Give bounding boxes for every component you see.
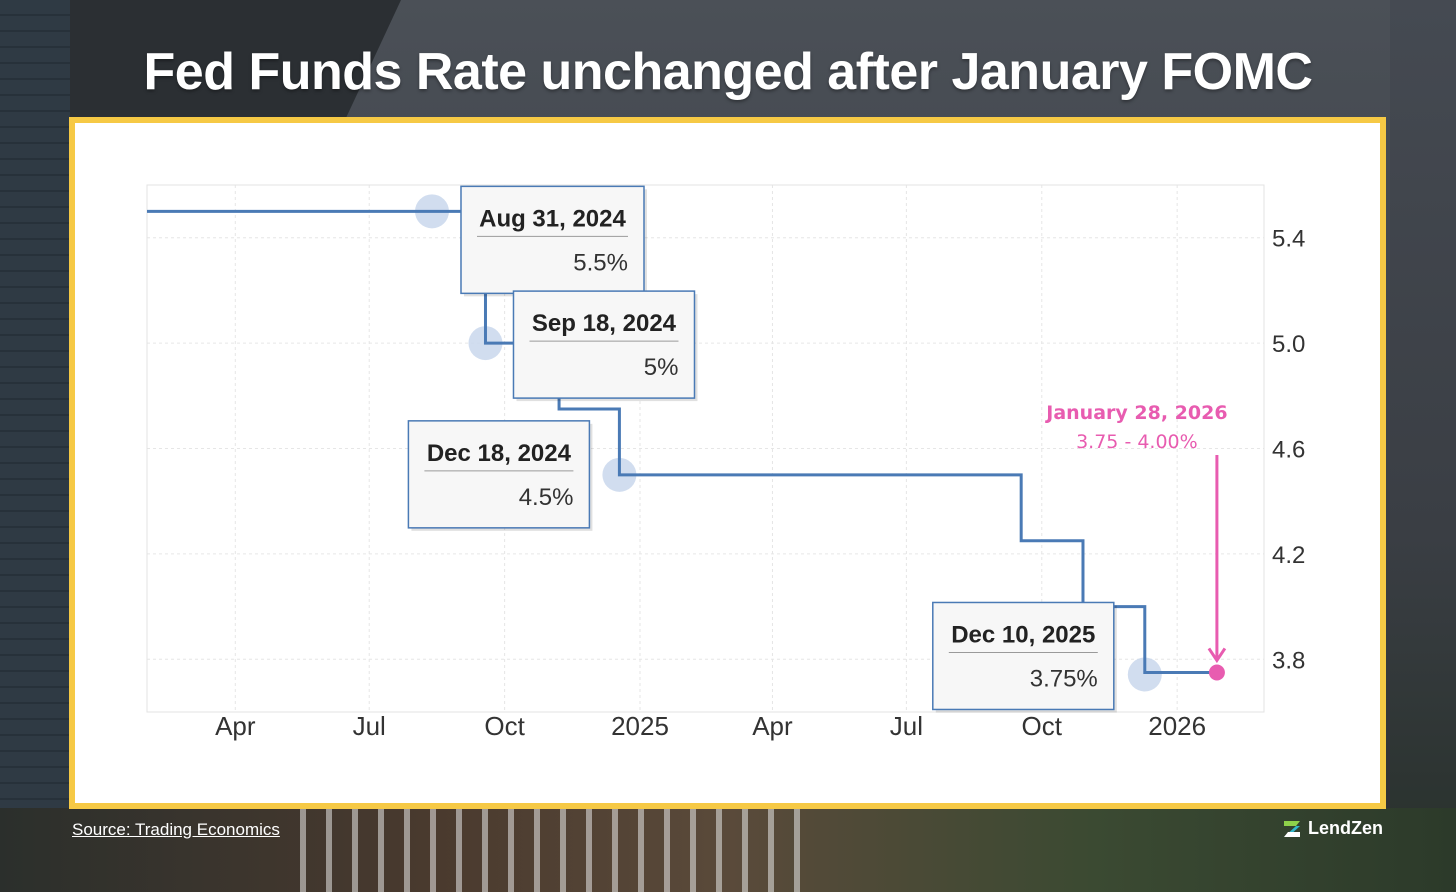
x-tick-label: 2025 (611, 711, 669, 741)
tooltip-date: Dec 10, 2025 (951, 621, 1095, 648)
hover-marker (1127, 657, 1162, 692)
x-tick-label: Apr (215, 711, 256, 741)
y-tick-label: 3.8 (1272, 647, 1305, 674)
y-tick-label: 4.2 (1272, 542, 1305, 569)
source-link[interactable]: Source: Trading Economics (72, 820, 280, 839)
y-axis: 5.4 5.0 4.6 4.2 3.8 (1272, 226, 1305, 675)
background-sky-right (1390, 0, 1456, 892)
tooltip: Sep 18, 2024 5% (512, 290, 698, 402)
x-tick-label: 2026 (1148, 711, 1206, 741)
tooltip: Dec 18, 2024 4.5% (407, 420, 593, 531)
x-tick-label: Oct (1022, 711, 1063, 741)
rate-chart: Apr Jul Oct 2025 Apr Jul Oct 2026 5.4 5.0 4.6 4.2 3… (146, 184, 1305, 741)
tooltip: Dec 10, 2025 3.75% (932, 601, 1117, 713)
x-axis: Apr Jul Oct 2025 Apr Jul Oct 2026 (215, 711, 1206, 741)
brand-name: LendZen (1308, 818, 1383, 838)
chart-frame (69, 117, 1386, 809)
tooltip-value: 3.75% (1030, 665, 1098, 692)
y-tick-label: 4.6 (1272, 437, 1305, 464)
x-tick-label: Jul (353, 711, 386, 741)
annotation-arrowhead (1207, 647, 1227, 664)
x-tick-label: Jul (890, 711, 923, 741)
tooltip-date: Aug 31, 2024 (479, 205, 626, 232)
latest-annotation: January 28, 2026 3.75 - 4.00% (1044, 402, 1228, 681)
tooltip-box (512, 290, 696, 399)
tooltip-box (460, 185, 645, 295)
annotation-date: January 28, 2026 (1044, 402, 1227, 424)
tooltip-value: 5% (644, 354, 679, 381)
tooltip-value: 4.5% (519, 484, 574, 511)
annotation-value: 3.75 - 4.00% (1076, 431, 1198, 453)
tooltip-box (407, 420, 591, 529)
tooltip-box (932, 601, 1115, 711)
tooltip-date: Sep 18, 2024 (532, 310, 677, 337)
tooltip-date: Dec 18, 2024 (427, 440, 572, 467)
y-tick-label: 5.0 (1272, 331, 1305, 358)
tooltip: Aug 31, 2024 5.5% (460, 185, 647, 297)
tooltips: Aug 31, 2024 5.5% Sep 18, 2024 5% Dec 18, 20… (407, 185, 1117, 713)
plot-area-border (146, 184, 1265, 713)
lendzen-logo-icon (1284, 820, 1300, 837)
brand-logo: LendZen (1282, 818, 1383, 839)
x-tick-label: Oct (484, 711, 525, 741)
background-fence (300, 808, 820, 892)
tooltip-value: 5.5% (573, 249, 628, 276)
chart-grid (147, 185, 1264, 712)
latest-point (1208, 664, 1225, 681)
page-title: Fed Funds Rate unchanged after January F… (143, 43, 1313, 101)
x-tick-label: Apr (752, 711, 793, 741)
y-tick-label: 5.4 (1272, 226, 1305, 253)
background-house-siding (0, 0, 70, 892)
